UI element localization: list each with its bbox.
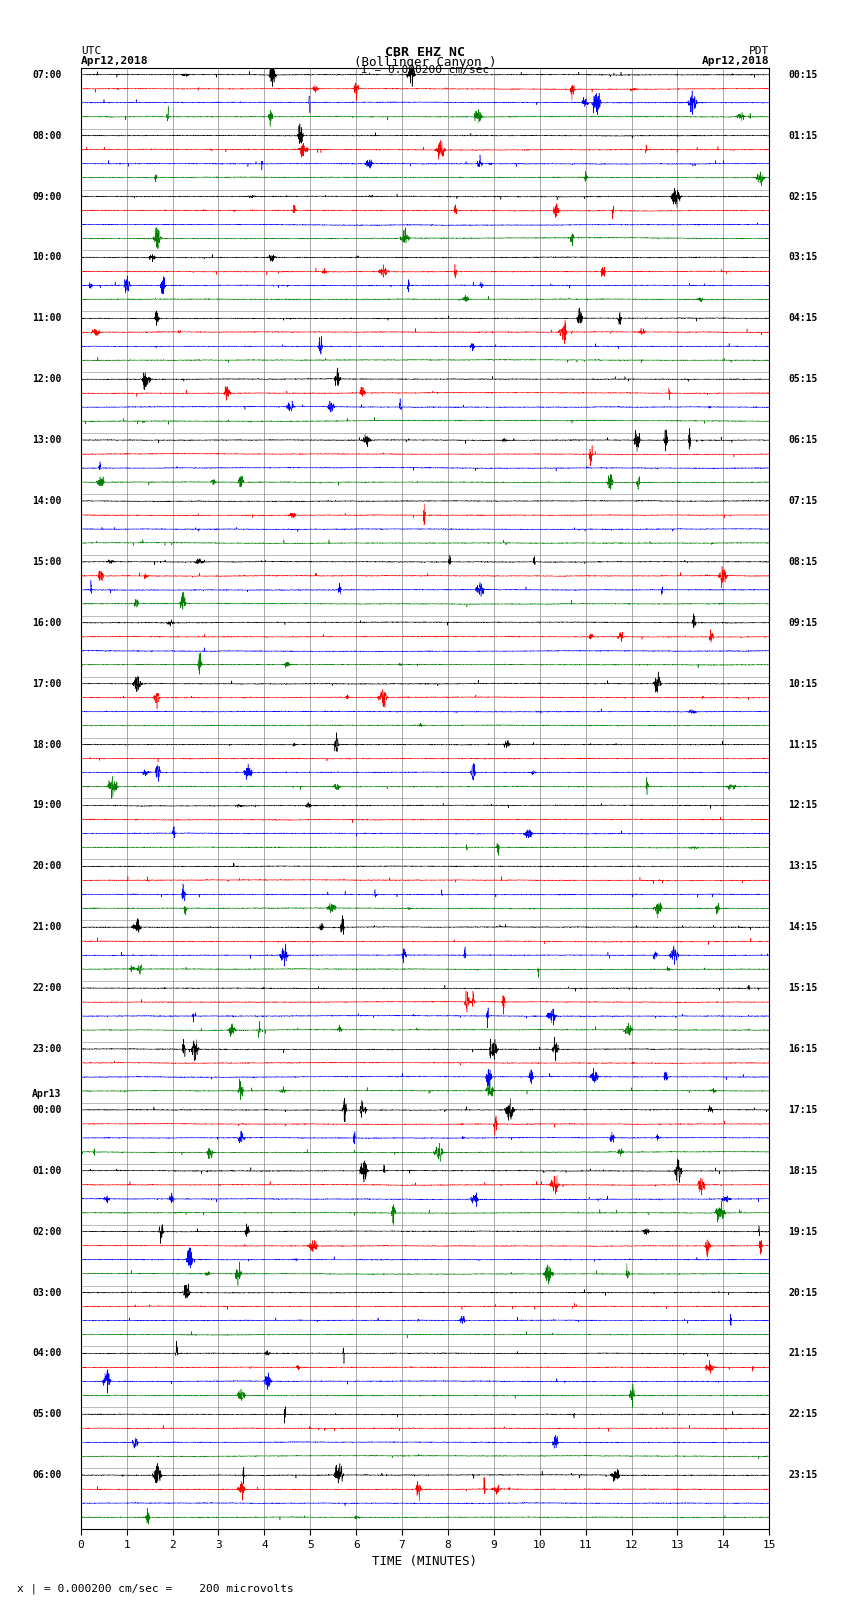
- Text: 03:15: 03:15: [789, 252, 818, 263]
- Text: 18:15: 18:15: [789, 1166, 818, 1176]
- Text: 07:15: 07:15: [789, 495, 818, 506]
- Text: 00:15: 00:15: [789, 69, 818, 79]
- Text: 20:00: 20:00: [32, 861, 61, 871]
- Text: 15:15: 15:15: [789, 982, 818, 994]
- Text: 17:00: 17:00: [32, 679, 61, 689]
- Text: 22:15: 22:15: [789, 1410, 818, 1419]
- Text: 10:15: 10:15: [789, 679, 818, 689]
- Text: 14:00: 14:00: [32, 495, 61, 506]
- Text: Apr12,2018: Apr12,2018: [702, 56, 769, 66]
- Text: 16:15: 16:15: [789, 1044, 818, 1053]
- Text: 23:00: 23:00: [32, 1044, 61, 1053]
- Text: Apr13: Apr13: [32, 1089, 61, 1100]
- Text: 06:00: 06:00: [32, 1469, 61, 1481]
- Text: I = 0.000200 cm/sec: I = 0.000200 cm/sec: [361, 65, 489, 76]
- Text: 02:00: 02:00: [32, 1226, 61, 1237]
- Text: 13:15: 13:15: [789, 861, 818, 871]
- X-axis label: TIME (MINUTES): TIME (MINUTES): [372, 1555, 478, 1568]
- Text: x | = 0.000200 cm/sec =    200 microvolts: x | = 0.000200 cm/sec = 200 microvolts: [17, 1582, 294, 1594]
- Text: 21:00: 21:00: [32, 923, 61, 932]
- Text: 05:15: 05:15: [789, 374, 818, 384]
- Text: 01:15: 01:15: [789, 131, 818, 140]
- Text: 00:00: 00:00: [32, 1105, 61, 1115]
- Text: 04:00: 04:00: [32, 1348, 61, 1358]
- Text: 19:15: 19:15: [789, 1226, 818, 1237]
- Text: 20:15: 20:15: [789, 1287, 818, 1297]
- Text: PDT: PDT: [749, 45, 769, 56]
- Text: 04:15: 04:15: [789, 313, 818, 323]
- Text: 21:15: 21:15: [789, 1348, 818, 1358]
- Text: 18:00: 18:00: [32, 739, 61, 750]
- Text: 12:00: 12:00: [32, 374, 61, 384]
- Text: 14:15: 14:15: [789, 923, 818, 932]
- Text: UTC: UTC: [81, 45, 101, 56]
- Text: 08:15: 08:15: [789, 556, 818, 566]
- Text: 22:00: 22:00: [32, 982, 61, 994]
- Text: 10:00: 10:00: [32, 252, 61, 263]
- Text: 02:15: 02:15: [789, 192, 818, 202]
- Text: 05:00: 05:00: [32, 1410, 61, 1419]
- Text: 09:15: 09:15: [789, 618, 818, 627]
- Text: (Bollinger Canyon ): (Bollinger Canyon ): [354, 56, 496, 69]
- Text: 11:15: 11:15: [789, 739, 818, 750]
- Text: 23:15: 23:15: [789, 1469, 818, 1481]
- Text: 07:00: 07:00: [32, 69, 61, 79]
- Text: 16:00: 16:00: [32, 618, 61, 627]
- Text: 06:15: 06:15: [789, 436, 818, 445]
- Text: 12:15: 12:15: [789, 800, 818, 810]
- Text: 15:00: 15:00: [32, 556, 61, 566]
- Text: 17:15: 17:15: [789, 1105, 818, 1115]
- Text: 08:00: 08:00: [32, 131, 61, 140]
- Text: 01:00: 01:00: [32, 1166, 61, 1176]
- Text: Apr12,2018: Apr12,2018: [81, 56, 148, 66]
- Text: 09:00: 09:00: [32, 192, 61, 202]
- Text: 13:00: 13:00: [32, 436, 61, 445]
- Text: CBR EHZ NC: CBR EHZ NC: [385, 45, 465, 60]
- Text: 03:00: 03:00: [32, 1287, 61, 1297]
- Text: 19:00: 19:00: [32, 800, 61, 810]
- Text: 11:00: 11:00: [32, 313, 61, 323]
